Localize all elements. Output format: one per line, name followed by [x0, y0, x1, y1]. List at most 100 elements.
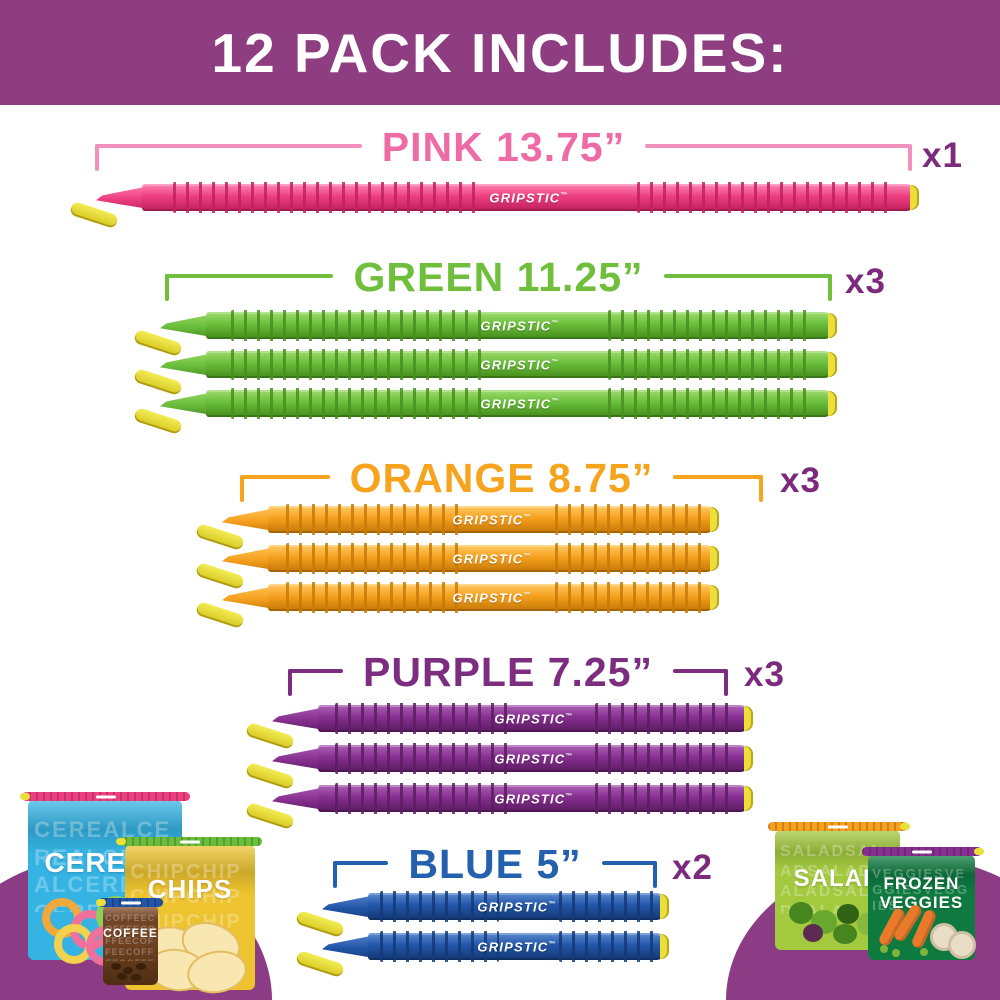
gripstic-logo: GRIPSTIC™ — [452, 512, 532, 527]
stick-shaft: GRIPSTIC™ — [368, 931, 669, 962]
stick-shaft: GRIPSTIC™ — [368, 891, 669, 922]
bracket-line-right — [601, 861, 658, 888]
gripstic-logo: GRIPSTIC™ — [480, 357, 560, 372]
bracket-line-left — [288, 669, 343, 696]
salad-leaf — [803, 924, 823, 942]
blue-count-label: x2 — [672, 848, 713, 887]
gripstic-logo: GRIPSTIC™ — [477, 939, 557, 954]
orange-stick-1: GRIPSTIC™ — [195, 504, 719, 552]
page-title: 12 PACK INCLUDES: — [211, 21, 789, 84]
blue-size-bracket: BLUE 5” — [333, 844, 658, 888]
stick-end-cap — [710, 546, 719, 571]
seal-yellow-tip — [116, 838, 126, 845]
purple-stick-2: GRIPSTIC™ — [245, 743, 753, 791]
stick-ribs — [554, 504, 703, 535]
stick-ribs — [231, 310, 483, 341]
stick-shaft: GRIPSTIC™ — [268, 582, 719, 613]
bracket-line-right — [663, 274, 833, 301]
coffee-bean — [136, 963, 146, 970]
bracket-line-right — [673, 669, 728, 696]
bracket-line-left — [95, 144, 362, 171]
stick-ribs — [335, 783, 509, 814]
salad-label: SALAD — [793, 865, 882, 892]
stick-ribs — [594, 743, 738, 774]
gripstic-logo: GRIPSTIC™ — [494, 711, 574, 726]
stick-ribs — [335, 743, 509, 774]
green-stick-1: GRIPSTIC™ — [133, 310, 837, 358]
stick-end-cap — [710, 507, 719, 532]
header-banner: 12 PACK INCLUDES: — [0, 0, 1000, 105]
gripstic-logo: GRIPSTIC™ — [480, 318, 560, 333]
stick-shaft: GRIPSTIC™ — [206, 388, 837, 419]
coffee-pattern-text: COFFEECOFFEECOFFEECOFFEECOFFEECOFFEE — [105, 913, 156, 961]
salad-pattern-text: SALADSALADSALADSALADSALADSALAD — [780, 843, 885, 914]
blue-stick-1: GRIPSTIC™ — [295, 891, 669, 939]
frozen-veggies-bag: VEGGIESVEGGIESVEGGIES FROZEN VEGGIES — [868, 855, 976, 960]
stick-ribs — [594, 703, 738, 734]
gripstic-logo: GRIPSTIC™ — [452, 551, 532, 566]
gripstic-logo: GRIPSTIC™ — [452, 590, 532, 605]
stick-end-cap — [744, 706, 753, 731]
veggies-seal-purple — [862, 847, 984, 856]
stick-end-cap — [828, 313, 837, 338]
coffee-bean — [111, 963, 121, 970]
stick-shaft: GRIPSTIC™ — [206, 310, 837, 341]
bracket-line-right — [645, 144, 912, 171]
hook-icon — [245, 801, 295, 831]
orange-stick-2: GRIPSTIC™ — [195, 543, 719, 591]
gripstic-logo: GRIPSTIC™ — [480, 396, 560, 411]
stick-ribs — [379, 931, 500, 962]
seal-yellow-tip — [974, 848, 984, 855]
hook-icon — [69, 200, 119, 230]
green-stick-2: GRIPSTIC™ — [133, 349, 837, 397]
gripstic-logo: GRIPSTIC™ — [494, 791, 574, 806]
pink-stick: GRIPSTIC™ — [69, 182, 919, 230]
purple-stick-3: GRIPSTIC™ — [245, 783, 753, 831]
bag-fold — [103, 905, 158, 933]
bag-fold — [868, 855, 975, 891]
stick-end-cap — [828, 391, 837, 416]
green-size-label: GREEN 11.25” — [353, 254, 644, 300]
veggies-pattern-text: VEGGIESVEGGIESVEGGIES — [872, 865, 970, 914]
stick-ribs — [285, 582, 466, 613]
stick-ribs — [558, 931, 658, 962]
stick-shaft: GRIPSTIC™ — [318, 743, 753, 774]
stick-end-cap — [910, 185, 919, 210]
stick-end-cap — [660, 894, 669, 919]
coffee-label: COFFEE — [103, 926, 158, 940]
bracket-line-right — [673, 475, 763, 502]
stick-ribs — [172, 182, 483, 213]
stick-ribs — [558, 891, 658, 922]
stick-shaft: GRIPSTIC™ — [268, 504, 719, 535]
salad-leaf — [837, 904, 859, 924]
pink-size-label: PINK 13.75” — [381, 124, 626, 170]
stick-ribs — [335, 703, 509, 734]
coffee-seal-blue — [96, 898, 163, 907]
seal-yellow-tip — [900, 823, 910, 830]
stick-ribs — [607, 388, 816, 419]
stick-ribs — [285, 543, 466, 574]
green-size-bracket: GREEN 11.25” — [165, 257, 833, 301]
orange-size-label: ORANGE 8.75” — [349, 455, 654, 501]
stick-end-cap — [828, 352, 837, 377]
stick-end-cap — [710, 585, 719, 610]
stick-ribs — [607, 310, 816, 341]
stick-end-cap — [660, 934, 669, 959]
pea — [880, 945, 888, 953]
chips-seal-green — [116, 837, 262, 846]
stick-end-cap — [744, 786, 753, 811]
stick-ribs — [231, 388, 483, 419]
purple-size-label: PURPLE 7.25” — [363, 649, 653, 695]
stick-ribs — [554, 582, 703, 613]
stick-ribs — [231, 349, 483, 380]
mushroom-slice — [948, 931, 976, 959]
hook-icon — [295, 949, 345, 979]
orange-stick-3: GRIPSTIC™ — [195, 582, 719, 630]
stick-shaft: GRIPSTIC™ — [142, 182, 919, 213]
pink-count-label: x1 — [922, 136, 963, 175]
salad-seal-orange — [768, 822, 910, 831]
stick-ribs — [379, 891, 500, 922]
coffee-bag: COFFEECOFFEECOFFEECOFFEECOFFEECOFFEE COF… — [103, 905, 158, 985]
hook-icon — [195, 600, 245, 630]
